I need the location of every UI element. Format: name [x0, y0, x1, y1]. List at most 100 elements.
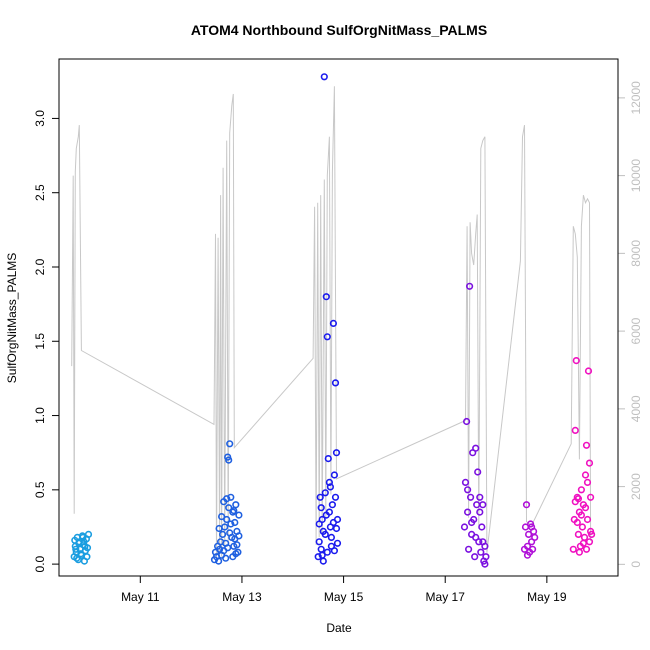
y-axis-label: SulfOrgNitMass_PALMS: [5, 253, 19, 383]
data-point: [316, 493, 324, 501]
data-point: [463, 417, 471, 426]
data-point: [578, 523, 587, 531]
data-point: [215, 524, 223, 533]
data-point: [233, 541, 241, 549]
data-point: [215, 557, 223, 565]
data-point: [577, 486, 586, 494]
chart-title: ATOM4 Northbound SulfOrgNitMass_PALMS: [191, 22, 487, 38]
data-point: [223, 515, 231, 524]
y-tick-label: 2.0: [33, 258, 47, 275]
data-point: [315, 538, 323, 546]
data-point: [323, 333, 331, 341]
data-point: [328, 501, 337, 509]
series-1: [70, 530, 93, 565]
data-point: [321, 489, 329, 497]
data-point: [479, 538, 487, 546]
data-point: [329, 319, 338, 328]
data-point: [319, 527, 327, 536]
data-point: [476, 493, 484, 501]
data-point: [464, 486, 472, 494]
data-point: [481, 560, 489, 568]
data-point: [573, 518, 581, 527]
data-point: [476, 508, 484, 516]
data-point: [523, 551, 532, 559]
data-point: [584, 367, 593, 375]
data-point: [585, 538, 594, 546]
data-point: [315, 520, 323, 528]
data-point: [83, 553, 91, 561]
data-point: [467, 493, 475, 501]
x-axis-label: Date: [326, 621, 352, 635]
data-point: [232, 550, 240, 558]
data-point: [333, 539, 342, 547]
data-point: [322, 511, 330, 519]
data-point: [323, 548, 331, 556]
data-point: [465, 545, 473, 553]
axes-layer: May 11 May 13 May 15 May 17 May 19 0.0 0.5 1.0 1…: [33, 81, 643, 604]
data-point: [235, 532, 243, 540]
data-point: [331, 493, 340, 501]
data-point: [224, 544, 232, 552]
data-point: [317, 504, 325, 512]
data-point: [478, 523, 486, 531]
data-point: [585, 459, 594, 467]
data-point: [583, 515, 592, 524]
data-point: [222, 554, 230, 562]
series-4: [460, 282, 490, 568]
y-tick-label: 1.5: [33, 333, 47, 350]
data-point: [460, 523, 469, 531]
data-point: [73, 554, 81, 562]
y2-tick-label: 12000: [629, 81, 643, 115]
data-point: [230, 507, 238, 515]
data-point: [582, 545, 591, 553]
plot-frame: [58, 58, 619, 577]
secondary-line-layer: [71, 86, 592, 561]
data-point: [479, 501, 487, 509]
y-tick-label: 0.0: [33, 555, 47, 572]
secondary-series-line: [71, 86, 592, 561]
data-point: [574, 495, 583, 503]
y-tick-label: 2.5: [33, 184, 47, 201]
data-point: [471, 553, 479, 561]
data-point: [586, 493, 595, 501]
data-point: [81, 542, 89, 550]
data-point: [84, 530, 93, 539]
data-point: [466, 282, 474, 290]
data-point: [314, 553, 322, 561]
y2-tick-label: 4000: [629, 395, 643, 422]
data-point: [329, 518, 338, 527]
data-point: [464, 508, 472, 516]
x-tick-label: May 17: [426, 590, 466, 604]
data-point: [574, 530, 583, 539]
data-point: [577, 511, 586, 519]
data-point: [225, 504, 233, 512]
y2-tick-label: 2000: [629, 473, 643, 500]
data-point: [226, 529, 234, 537]
y-tick-label: 3.0: [33, 110, 47, 127]
data-point: [581, 471, 590, 479]
data-point: [320, 73, 328, 81]
data-point: [80, 538, 88, 546]
data-point: [332, 449, 341, 457]
data-point: [477, 548, 485, 556]
data-point: [527, 523, 536, 531]
data-point: [325, 478, 334, 487]
data-point: [586, 527, 595, 536]
data-point: [472, 444, 480, 452]
data-point: [232, 501, 240, 509]
data-point: [327, 533, 336, 542]
y-tick-label: 1.0: [33, 407, 47, 424]
data-point: [575, 548, 584, 556]
data-point: [226, 440, 234, 448]
data-point: [318, 551, 326, 559]
data-point: [219, 530, 227, 539]
data-point: [220, 498, 228, 506]
data-point: [326, 483, 335, 491]
data-point: [225, 456, 233, 464]
data-point: [582, 441, 591, 449]
series-6: [569, 357, 596, 556]
data-point: [569, 545, 577, 553]
data-point: [482, 553, 490, 561]
data-point: [216, 545, 224, 553]
data-point: [330, 547, 339, 555]
